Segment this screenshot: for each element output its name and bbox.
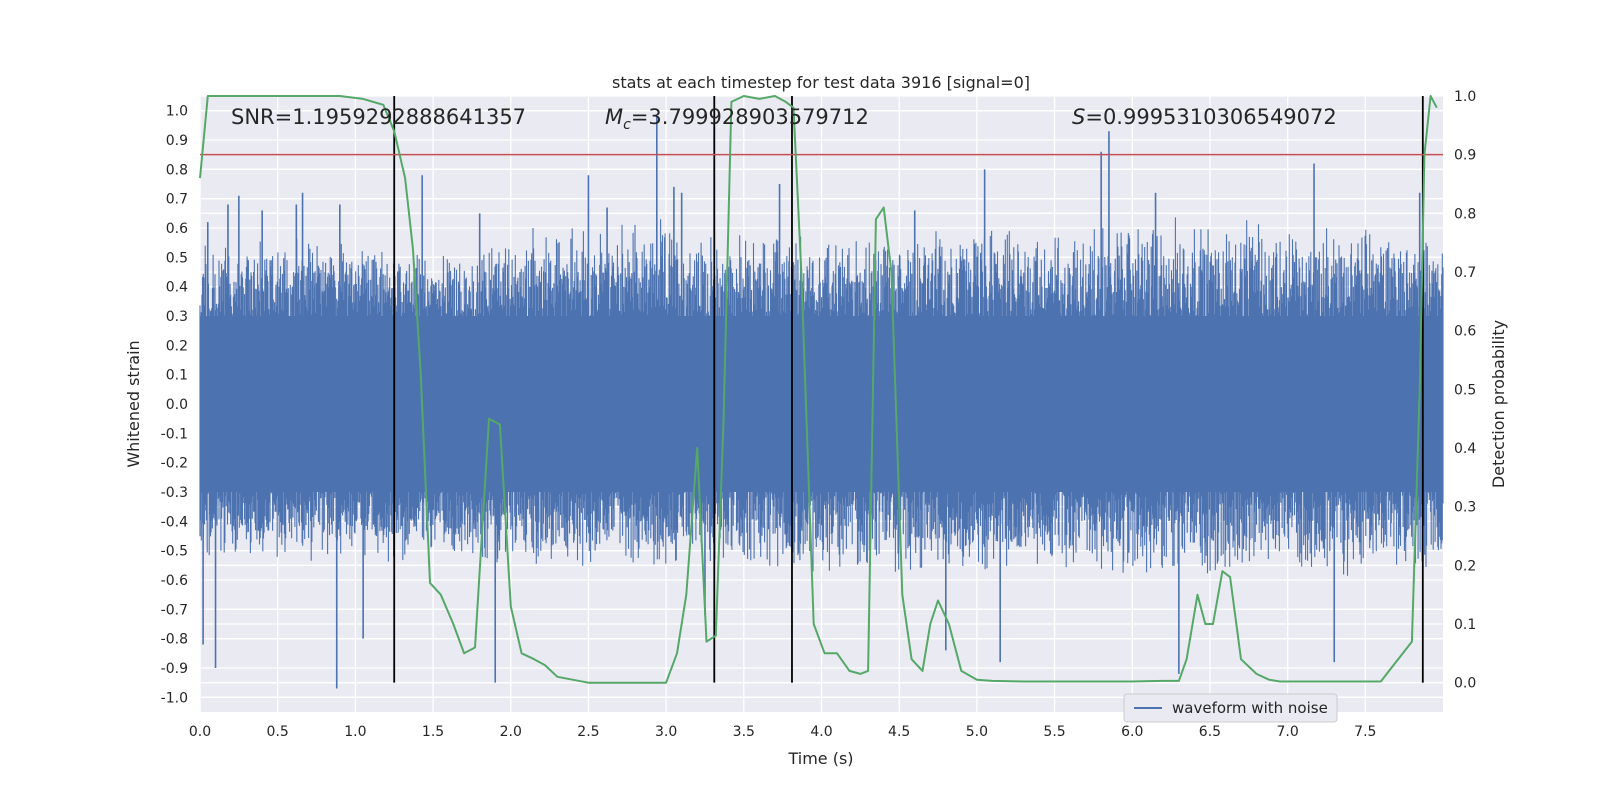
- y-tick-label: 0.0: [166, 397, 188, 413]
- legend-entry: waveform with noise: [1172, 699, 1328, 717]
- x-axis-label: Time (s): [787, 749, 853, 768]
- y-tick-label: -0.5: [161, 544, 188, 560]
- waveform-trace: [199, 217, 1444, 576]
- waveform-with-noise-series: [199, 116, 1444, 689]
- x-tick-label: 3.0: [655, 724, 677, 740]
- chirp-mass-value: =3.799928903579712: [631, 105, 869, 129]
- y-axis-ticks: 1.0 0.9 0.8 0.7 0.6 0.5 0.4 0.3 0.2 0.1 0.0 -0.1 -0.…: [161, 104, 188, 707]
- y-tick-label: 0.9: [166, 133, 188, 149]
- x-tick-label: 7.0: [1276, 724, 1298, 740]
- y-tick-label: 1.0: [166, 104, 188, 120]
- detection-probability-series: [199, 95, 1438, 684]
- y-tick-label: -0.8: [161, 632, 188, 648]
- x-axis-ticks: 0.0 0.5 1.0 1.5 2.0 2.5 3.0 3.5 4.0 4.5 5.0 5.5 6.0 6…: [189, 724, 1377, 740]
- y-tick-label: 0.4: [166, 280, 188, 296]
- x-tick-label: 2.5: [577, 724, 599, 740]
- chirp-mass-symbol: M: [605, 105, 623, 129]
- y-tick-label: -0.1: [161, 426, 188, 442]
- y-tick-label: 0.8: [166, 162, 188, 178]
- x-tick-label: 6.5: [1199, 724, 1221, 740]
- x-tick-label: 1.5: [422, 724, 444, 740]
- legend: waveform with noise: [1123, 693, 1338, 723]
- y-tick-label: 0.6: [166, 221, 188, 237]
- y-tick-label: 0.5: [166, 250, 188, 266]
- y-tick-label: -0.6: [161, 573, 188, 589]
- x-tick-label: 4.0: [810, 724, 832, 740]
- y2-tick-label: 0.3: [1454, 500, 1476, 516]
- y-tick-label: -1.0: [161, 690, 188, 706]
- y-tick-label: 0.1: [166, 368, 188, 384]
- detection-probability-line: [199, 95, 1438, 684]
- y2-tick-label: 0.1: [1454, 617, 1476, 633]
- y2-tick-label: 1.0: [1454, 89, 1476, 105]
- score-annotation: S=0.9995310306549072: [1072, 105, 1337, 129]
- chart-title: stats at each timestep for test data 391…: [612, 73, 1030, 92]
- x-tick-label: 5.0: [966, 724, 988, 740]
- y2-axis-label: Detection probability: [1489, 320, 1508, 488]
- x-tick-label: 6.0: [1121, 724, 1143, 740]
- x-tick-label: 4.5: [888, 724, 910, 740]
- y2-tick-label: 0.6: [1454, 324, 1476, 340]
- y-tick-label: -0.2: [161, 456, 188, 472]
- y2-tick-label: 0.4: [1454, 441, 1476, 457]
- y2-tick-label: 0.0: [1454, 676, 1476, 692]
- y2-tick-label: 0.2: [1454, 558, 1476, 574]
- y-tick-label: -0.4: [161, 514, 188, 530]
- y-tick-label: -0.7: [161, 602, 188, 618]
- y2-tick-label: 0.7: [1454, 265, 1476, 281]
- y-axis-label: Whitened strain: [124, 340, 143, 467]
- chirp-mass-subscript: c: [623, 117, 631, 133]
- y-tick-label: 0.2: [166, 338, 188, 354]
- y-tick-label: -0.9: [161, 661, 188, 677]
- y2-axis-ticks: 1.0 0.9 0.8 0.7 0.6 0.5 0.4 0.3 0.2 0.1 0.0: [1454, 89, 1476, 692]
- x-tick-label: 2.0: [500, 724, 522, 740]
- y2-tick-label: 0.5: [1454, 382, 1476, 398]
- y-tick-label: 0.3: [166, 309, 188, 325]
- y2-tick-label: 0.9: [1454, 148, 1476, 164]
- chirp-mass-annotation: Mc=3.799928903579712: [605, 105, 869, 133]
- y-tick-label: -0.3: [161, 485, 188, 501]
- score-symbol: S: [1072, 105, 1085, 129]
- y-tick-label: 0.7: [166, 192, 188, 208]
- y2-tick-label: 0.8: [1454, 206, 1476, 222]
- x-tick-label: 0.0: [189, 724, 211, 740]
- x-tick-label: 5.5: [1043, 724, 1065, 740]
- x-tick-label: 0.5: [267, 724, 289, 740]
- x-tick-label: 3.5: [733, 724, 755, 740]
- legend-box: [1123, 693, 1338, 723]
- score-value: =0.9995310306549072: [1085, 105, 1336, 129]
- snr-annotation: SNR=1.1959292888641357: [231, 105, 526, 129]
- x-tick-label: 7.5: [1354, 724, 1376, 740]
- x-tick-label: 1.0: [344, 724, 366, 740]
